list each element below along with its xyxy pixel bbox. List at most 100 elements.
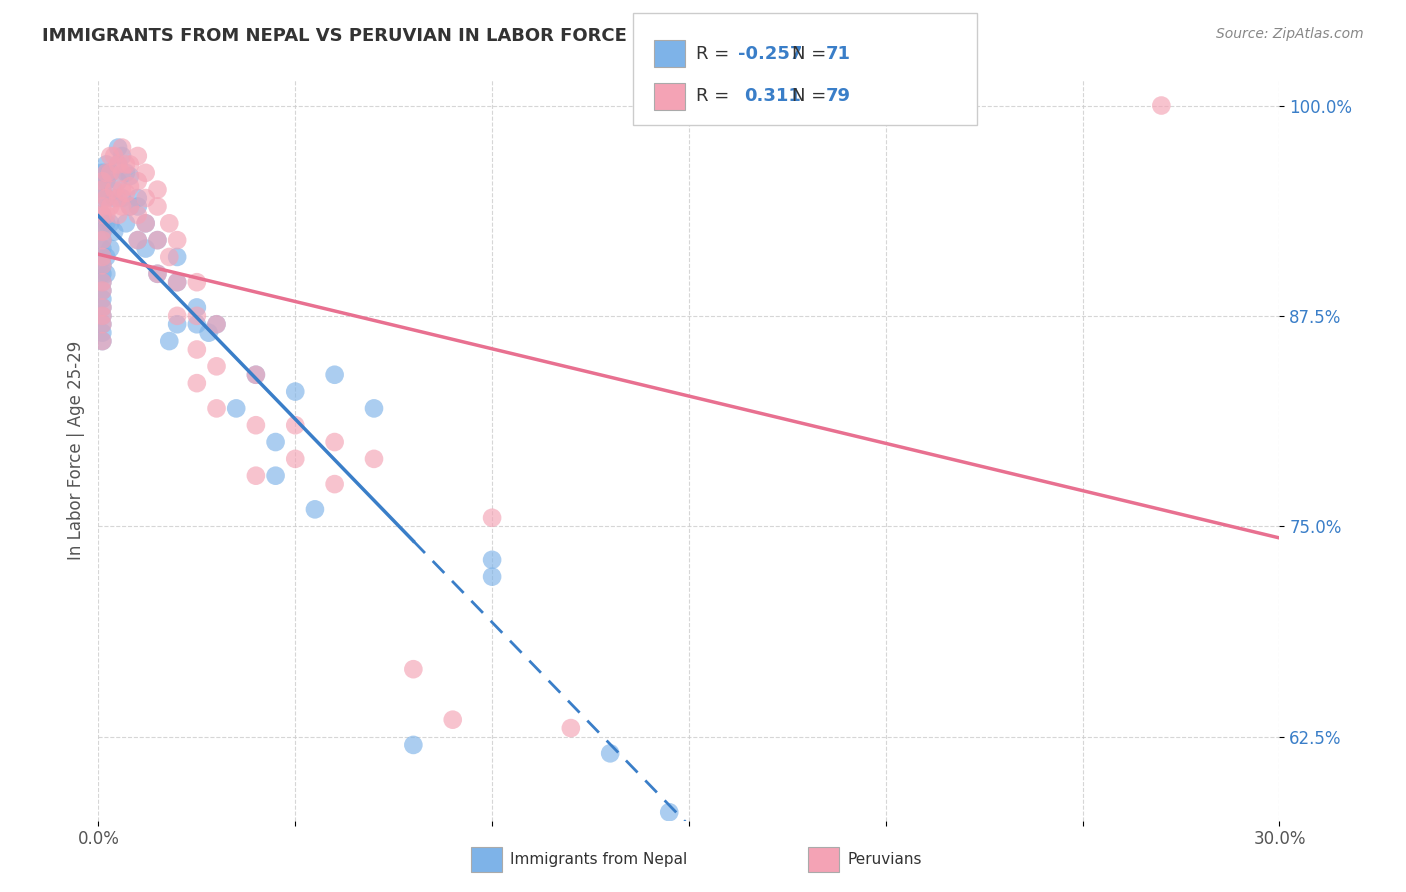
Point: [91, 334, 114, 348]
Point: [98, 199, 121, 213]
Point: [103, 191, 125, 205]
Point: [481, 569, 503, 583]
Point: [111, 199, 134, 213]
Point: [166, 309, 188, 323]
Point: [197, 326, 219, 340]
Point: [157, 334, 180, 348]
Point: [135, 216, 157, 230]
Point: [107, 191, 129, 205]
Point: [127, 233, 149, 247]
Text: -0.257: -0.257: [738, 45, 803, 62]
Point: [245, 418, 267, 433]
Point: [166, 318, 188, 332]
Point: [875, 98, 897, 112]
Point: [96, 250, 118, 264]
Point: [146, 267, 169, 281]
Point: [96, 166, 118, 180]
Point: [91, 292, 114, 306]
Point: [91, 233, 114, 247]
Point: [186, 309, 208, 323]
Point: [264, 435, 287, 450]
Point: [560, 721, 582, 735]
Point: [91, 208, 114, 222]
Point: [186, 301, 208, 315]
Point: [91, 250, 114, 264]
Point: [118, 157, 141, 171]
Point: [135, 166, 157, 180]
Point: [91, 225, 114, 239]
Point: [91, 183, 114, 197]
Point: [91, 183, 114, 197]
Point: [96, 216, 118, 230]
Point: [146, 267, 169, 281]
Point: [264, 468, 287, 483]
Point: [481, 510, 503, 524]
Point: [107, 208, 129, 222]
Point: [91, 242, 114, 256]
Point: [323, 477, 346, 491]
Point: [91, 301, 114, 315]
Point: [96, 191, 118, 205]
Point: [127, 208, 149, 222]
Point: [103, 225, 125, 239]
Point: [225, 401, 247, 416]
Point: [96, 267, 118, 281]
Point: [166, 275, 188, 289]
Point: [658, 805, 681, 820]
Point: [98, 216, 121, 230]
Point: [91, 326, 114, 340]
Point: [115, 157, 138, 171]
Point: [157, 216, 180, 230]
Point: [115, 216, 138, 230]
Point: [103, 149, 125, 163]
Point: [146, 183, 169, 197]
Point: [111, 149, 134, 163]
Point: [146, 199, 169, 213]
Point: [115, 186, 138, 200]
Point: [98, 149, 121, 163]
Point: [186, 275, 208, 289]
Text: N =: N =: [792, 45, 831, 62]
Point: [91, 250, 114, 264]
Point: [127, 199, 149, 213]
Point: [107, 157, 129, 171]
Point: [186, 376, 208, 391]
Point: [166, 233, 188, 247]
Text: 0.311: 0.311: [744, 87, 800, 105]
Point: [96, 174, 118, 188]
Point: [205, 318, 228, 332]
Point: [98, 166, 121, 180]
Point: [111, 183, 134, 197]
Point: [91, 174, 114, 188]
Point: [363, 401, 385, 416]
Point: [91, 284, 114, 298]
Point: [304, 502, 326, 516]
Text: 79: 79: [825, 87, 851, 105]
Point: [166, 275, 188, 289]
Point: [107, 174, 129, 188]
Point: [205, 318, 228, 332]
Point: [111, 166, 134, 180]
Point: [115, 166, 138, 180]
Point: [96, 191, 118, 205]
Point: [91, 334, 114, 348]
Point: [284, 384, 307, 399]
Point: [127, 233, 149, 247]
Point: [98, 166, 121, 180]
Point: [91, 208, 114, 222]
Point: [91, 174, 114, 188]
Point: [284, 451, 307, 466]
Point: [402, 738, 425, 752]
Point: [96, 166, 118, 180]
Point: [323, 368, 346, 382]
Point: [91, 309, 114, 323]
Point: [186, 343, 208, 357]
Point: [118, 199, 141, 213]
Point: [166, 250, 188, 264]
Point: [599, 747, 621, 761]
Point: [91, 199, 114, 213]
Point: [402, 662, 425, 676]
Point: [205, 401, 228, 416]
Point: [146, 233, 169, 247]
Point: [135, 191, 157, 205]
